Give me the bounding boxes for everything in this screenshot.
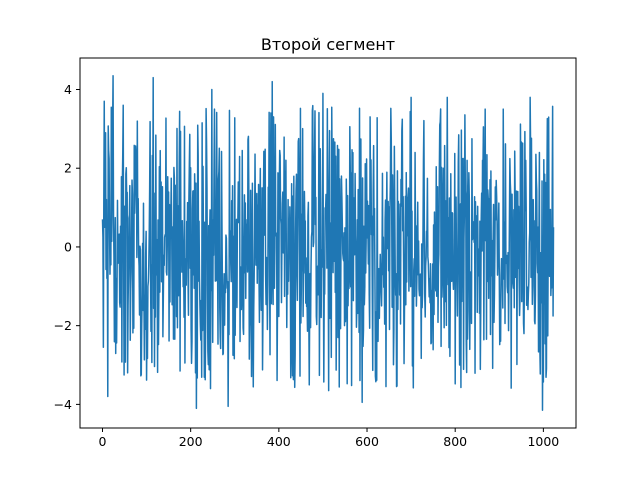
plot-area xyxy=(101,74,555,412)
y-tick-label: 0 xyxy=(64,239,72,254)
axes-frame xyxy=(79,57,577,429)
x-tick-label: 200 xyxy=(179,434,203,449)
series-line xyxy=(101,74,555,412)
chart-title: Второй сегмент xyxy=(261,35,395,54)
axes: 0 200 400 600 800 1000 −4 −2 0 2 4 xyxy=(54,57,577,449)
x-tick-label: 400 xyxy=(267,434,291,449)
y-tick-label: 4 xyxy=(64,82,72,97)
x-tick-label: 600 xyxy=(355,434,379,449)
y-tick-label: −2 xyxy=(54,318,72,333)
y-tick-label: 2 xyxy=(64,161,72,176)
x-tick-label: 800 xyxy=(443,434,467,449)
y-tick-label: −4 xyxy=(54,397,72,412)
x-tick-label: 1000 xyxy=(527,434,559,449)
x-tick-label: 0 xyxy=(99,434,107,449)
